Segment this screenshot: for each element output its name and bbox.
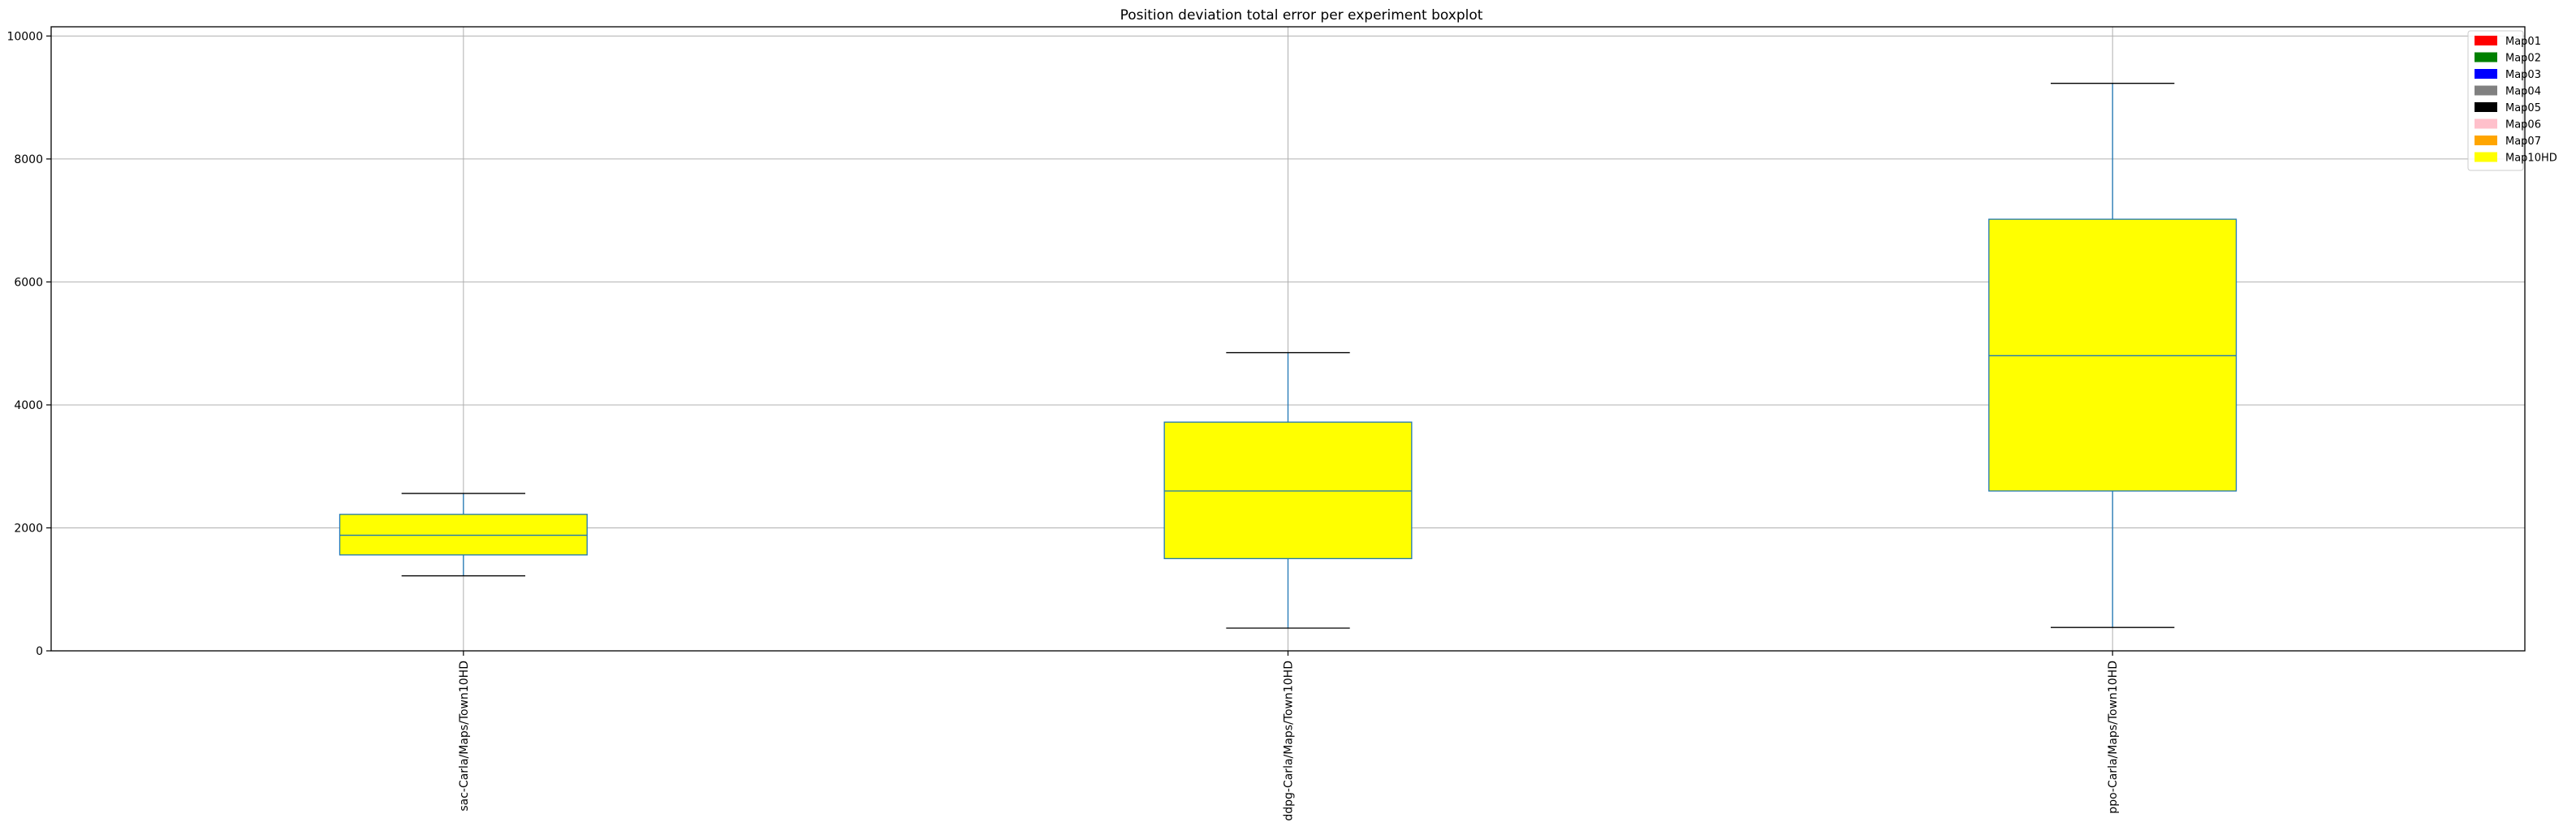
legend-label: Map10HD — [2505, 153, 2557, 165]
x-tick-label: ppo-Carla/Maps/Town10HD — [2107, 661, 2120, 814]
legend-item: Map02 — [2475, 52, 2541, 65]
y-tick-label: 6000 — [14, 276, 43, 289]
legend-item: Map06 — [2475, 118, 2541, 131]
legend: Map01 Map02 Map03 Map04 Map05 Map06 Map07 Map10… — [2467, 30, 2557, 171]
box-series — [339, 83, 2237, 629]
y-tick-label: 2000 — [14, 522, 43, 535]
legend-swatch — [2475, 102, 2497, 112]
legend-swatch — [2475, 36, 2497, 45]
legend-item: Map10HD — [2475, 152, 2557, 165]
x-tick-label: ddpg-Carla/Maps/Town10HD — [1283, 661, 1296, 821]
legend-item: Map01 — [2475, 36, 2541, 48]
legend-item: Map04 — [2475, 85, 2541, 98]
box-body — [1163, 421, 1413, 560]
box-body — [339, 514, 588, 556]
legend-label: Map06 — [2505, 119, 2541, 131]
legend-swatch — [2475, 152, 2497, 162]
legend-swatch — [2475, 85, 2497, 96]
plot-frame — [50, 26, 2526, 652]
legend-label: Map01 — [2505, 36, 2541, 48]
box-body — [1988, 218, 2237, 492]
box-0 — [339, 493, 588, 577]
box-1 — [1163, 351, 1413, 629]
legend-label: Map02 — [2505, 53, 2541, 65]
box-2 — [1988, 83, 2237, 628]
y-tick-label: 8000 — [14, 153, 43, 166]
legend-item: Map05 — [2475, 102, 2541, 114]
axes: 0 2000 4000 6000 8000 10000 sac-Carla/Maps/Tow… — [6, 26, 2526, 821]
y-tick-label: 10000 — [6, 30, 43, 43]
chart-title: Position deviation total error per exper… — [1120, 7, 1483, 24]
legend-item: Map03 — [2475, 69, 2541, 81]
legend-swatch — [2475, 52, 2497, 62]
legend-swatch — [2475, 69, 2497, 79]
x-tick-label: sac-Carla/Maps/Town10HD — [458, 661, 471, 812]
y-tick-label: 0 — [36, 645, 43, 658]
legend-label: Map04 — [2505, 86, 2541, 98]
legend-label: Map03 — [2505, 69, 2541, 81]
legend-label: Map05 — [2505, 102, 2541, 114]
legend-item: Map07 — [2475, 136, 2541, 148]
legend-label: Map07 — [2505, 136, 2541, 148]
y-tick-label: 4000 — [14, 399, 43, 412]
legend-swatch — [2475, 118, 2497, 129]
legend-swatch — [2475, 136, 2497, 145]
